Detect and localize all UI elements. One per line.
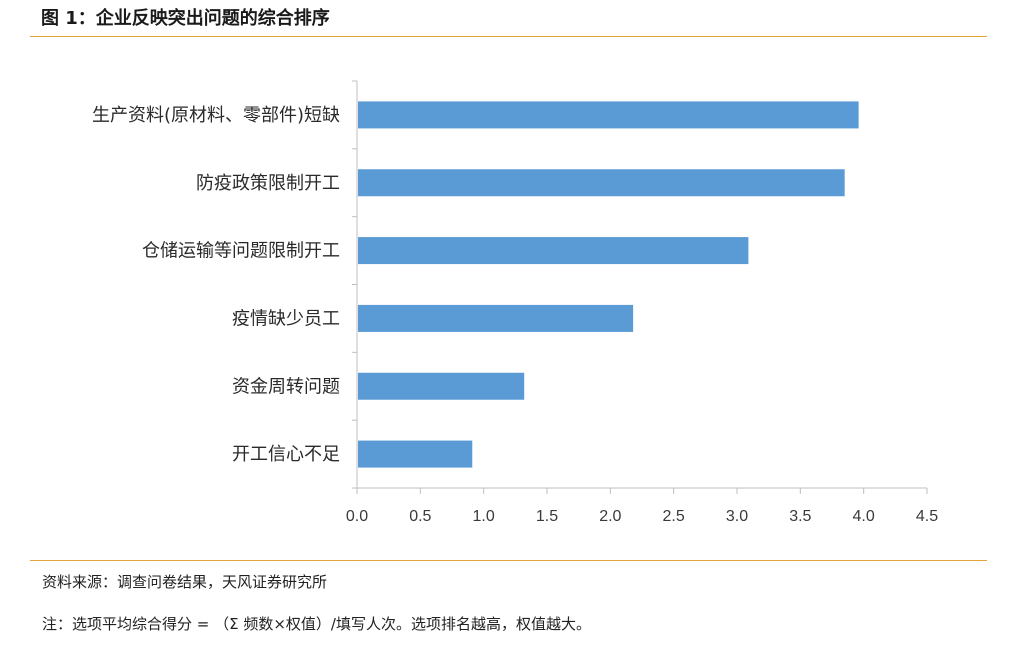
method-note: 注：选项平均综合得分 = （Σ 频数×权值）/填写人次。选项排名越高，权值越大。	[42, 615, 591, 633]
bar	[358, 440, 473, 468]
category-label: 生产资料(原材料、零部件)短缺	[92, 105, 340, 126]
x-tick-label: 1.0	[473, 508, 495, 525]
category-label: 仓储运输等问题限制开工	[142, 241, 340, 262]
x-tick-label: 2.5	[663, 508, 685, 525]
category-label: 开工信心不足	[232, 444, 340, 465]
bar-chart: 0.0 0.5 1.0 1.5 2.0 2.5 3.0 3.5 4.0 4.5 生产资料(原材料、零…	[92, 80, 938, 525]
x-tick-label: 0.0	[346, 508, 368, 525]
x-tick-label: 3.0	[726, 508, 748, 525]
bar	[358, 372, 525, 400]
x-tick-label: 1.5	[536, 508, 558, 525]
x-tick-label: 4.0	[853, 508, 875, 525]
bar	[358, 101, 859, 129]
bar	[358, 237, 749, 265]
bar	[358, 169, 845, 197]
x-tick-label: 0.5	[409, 508, 431, 525]
source-note: 资料来源：调查问卷结果，天风证券研究所	[42, 573, 328, 591]
bar	[358, 304, 634, 332]
figure-title: 图 1：企业反映突出问题的综合排序	[41, 8, 330, 29]
category-label: 疫情缺少员工	[232, 308, 340, 329]
category-label: 防疫政策限制开工	[196, 173, 340, 194]
x-tick-label: 3.5	[789, 508, 811, 525]
x-tick-label: 4.5	[916, 508, 938, 525]
category-label: 资金周转问题	[232, 376, 340, 397]
footer-divider	[30, 560, 987, 561]
title-divider	[30, 36, 987, 37]
x-tick-label: 2.0	[599, 508, 621, 525]
